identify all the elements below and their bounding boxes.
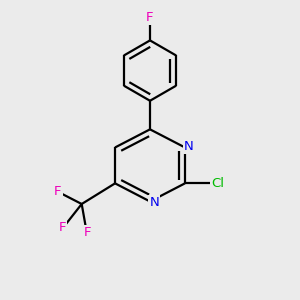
Text: F: F: [146, 11, 154, 24]
Text: N: N: [184, 140, 194, 153]
Text: F: F: [54, 185, 62, 198]
Text: F: F: [58, 221, 66, 234]
Text: Cl: Cl: [211, 177, 224, 190]
Text: N: N: [149, 196, 159, 209]
Text: F: F: [84, 226, 91, 239]
